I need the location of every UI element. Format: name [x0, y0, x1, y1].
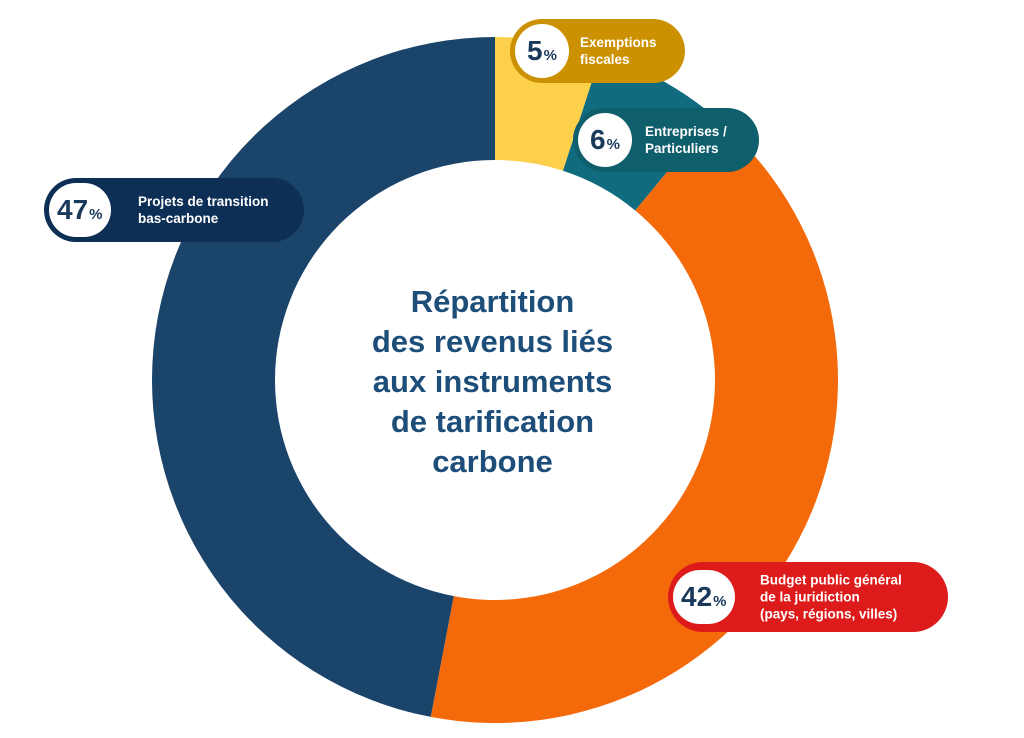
value-unit: %	[713, 593, 727, 610]
label-line: de la juridiction	[760, 589, 860, 605]
data-label-entreprises: 6% Entreprises / Particuliers	[573, 108, 759, 172]
value-number: 6	[590, 124, 606, 155]
value-unit: %	[606, 136, 620, 153]
data-label-budget-public: 42% Budget public général de la juridict…	[668, 562, 948, 632]
label-line: Exemptions	[580, 35, 657, 50]
value-badge: 42%	[673, 570, 735, 624]
slice-label: Entreprises / Particuliers	[645, 123, 727, 157]
value-badge: 5%	[515, 24, 569, 78]
label-line: Entreprises /	[645, 124, 727, 139]
value-number: 47	[57, 194, 89, 225]
title-line: Répartition	[410, 284, 575, 319]
chart-title: Répartition des revenus liés aux instrum…	[340, 282, 645, 482]
label-line: Projets de transition	[138, 194, 269, 209]
value-number: 5	[527, 35, 543, 66]
value-number: 42	[681, 581, 713, 612]
title-line: aux instruments	[372, 364, 613, 399]
slice-label: Projets de transition bas-carbone	[138, 193, 269, 227]
value-unit: %	[89, 206, 103, 223]
label-line: fiscales	[580, 52, 630, 67]
value-unit: %	[543, 47, 557, 64]
value-badge: 47%	[49, 183, 111, 237]
label-line: Budget public général	[760, 572, 902, 588]
title-line: des revenus liés	[371, 324, 614, 359]
label-line: bas-carbone	[138, 211, 219, 226]
label-line: (pays, régions, villes)	[760, 606, 898, 622]
label-line: Particuliers	[645, 141, 719, 156]
value-badge: 6%	[578, 113, 632, 167]
slice-label: Exemptions fiscales	[580, 34, 657, 68]
slice-label: Budget public général de la juridiction …	[760, 572, 902, 623]
data-label-exemptions: 5% Exemptions fiscales	[510, 19, 685, 83]
title-line: carbone	[432, 444, 553, 479]
title-line: de tarification	[390, 404, 595, 439]
data-label-projets-transition: 47% Projets de transition bas-carbone	[44, 178, 304, 242]
